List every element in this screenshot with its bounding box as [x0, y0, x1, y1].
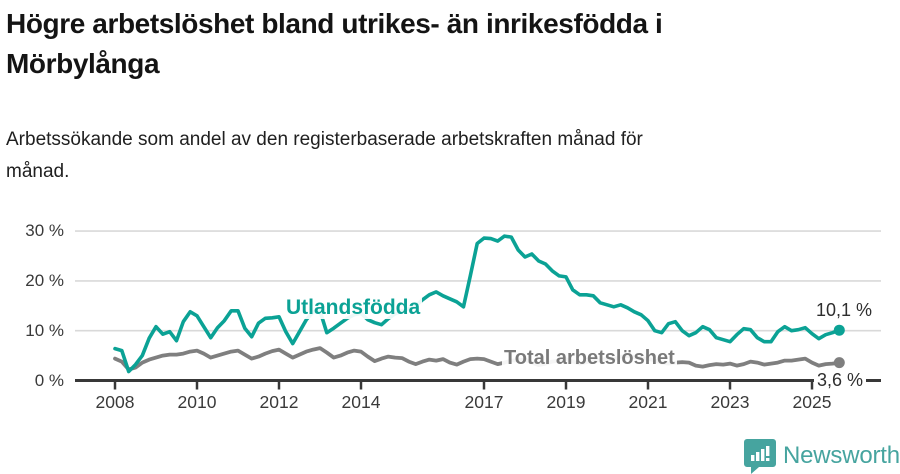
y-tick-label-30: 30 %: [25, 221, 64, 241]
line-series-total: [113, 346, 842, 372]
x-tick-label-2021: 2021: [628, 392, 668, 412]
end-dot-total: [833, 357, 845, 369]
chart-subtitle: Arbetssökande som andel av den registerb…: [6, 129, 643, 182]
newsworthy-chart-bubble-icon: [744, 438, 776, 474]
x-tick-label-2023: 2023: [710, 392, 750, 412]
chart-title: Högre arbetslöshet bland utrikes- än inr…: [6, 8, 663, 79]
x-tick-label-2017: 2017: [464, 392, 504, 412]
end-value-total: 3,6 %: [814, 370, 867, 390]
x-tick-label-2014: 2014: [341, 392, 381, 412]
newsworthy-wordmark: Newsworthy: [783, 442, 900, 469]
x-tick-label-2025: 2025: [792, 392, 832, 412]
end-value-utlandsfodda: 10,1 %: [816, 300, 873, 320]
x-tick-label-2008: 2008: [95, 392, 135, 412]
line-series-utlandsfodda: [113, 234, 842, 374]
y-tick-label-10: 10 %: [25, 320, 64, 340]
x-tick-label-2019: 2019: [546, 392, 586, 412]
series-label-total-arbetsloshet: Total arbetslöshet: [502, 347, 677, 369]
y-tick-label-20: 20 %: [25, 270, 64, 290]
series-label-utlandsfodda: Utlandsfödda: [284, 296, 423, 319]
y-tick-label-0: 0 %: [34, 370, 64, 390]
x-tick-label-2012: 2012: [259, 392, 299, 412]
newsworthy-logo[interactable]: Newsworthy: [744, 438, 900, 474]
x-tick-label-2010: 2010: [177, 392, 217, 412]
end-dot-utlandsfodda: [833, 324, 845, 336]
